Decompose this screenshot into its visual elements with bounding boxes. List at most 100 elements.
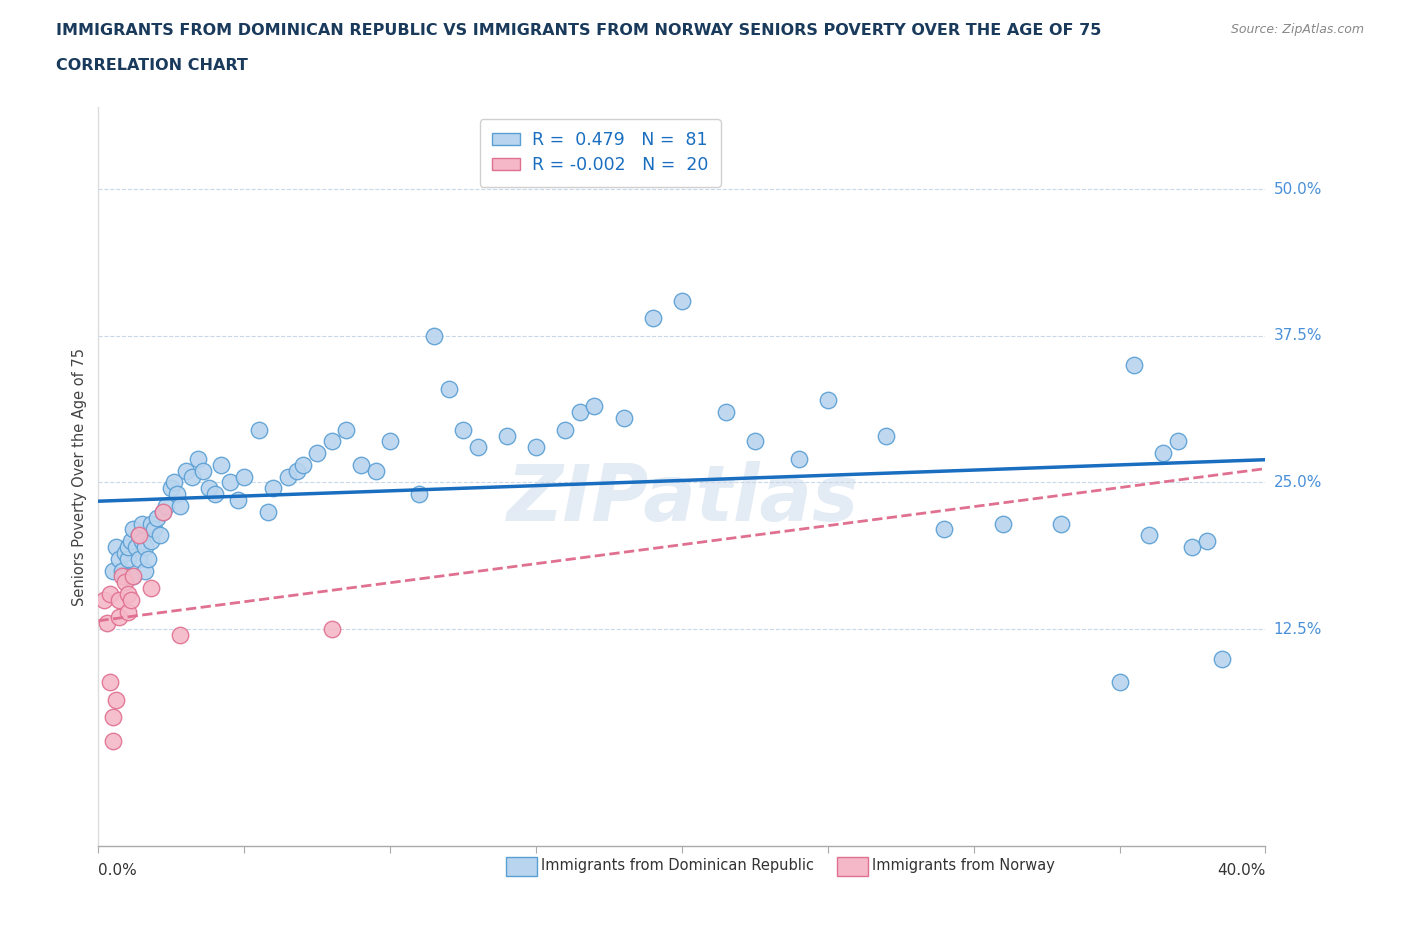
Point [93,592,115,607]
Point [117,539,139,554]
Point [671,293,693,308]
Point [554,422,576,437]
Point [256,504,278,519]
Point [111,569,134,584]
Point [714,405,737,419]
Point [134,563,156,578]
Point [209,458,232,472]
Point [101,563,124,578]
Point [1195,534,1218,549]
Point [583,399,606,414]
Point [128,551,150,566]
Point [568,405,591,419]
Point [98,587,121,602]
Point [139,534,162,549]
Point [787,452,810,467]
Point [524,440,547,455]
Point [233,469,256,484]
Point [321,622,343,637]
Point [152,504,174,519]
Text: IMMIGRANTS FROM DOMINICAN REPUBLIC VS IMMIGRANTS FROM NORWAY SENIORS POVERTY OVE: IMMIGRANTS FROM DOMINICAN REPUBLIC VS IM… [56,23,1102,38]
Point [122,569,145,584]
Text: CORRELATION CHART: CORRELATION CHART [56,58,247,73]
Y-axis label: Seniors Poverty Over the Age of 75: Seniors Poverty Over the Age of 75 [72,348,87,605]
Point [496,428,519,443]
Point [166,486,188,501]
Point [247,422,270,437]
Point [1181,539,1204,554]
Point [321,434,343,449]
Point [380,434,402,449]
Point [364,463,387,478]
Point [641,311,664,325]
Point [117,587,139,602]
Point [114,546,136,561]
Point [204,486,226,501]
Point [228,493,250,508]
Point [350,458,373,472]
Text: 37.5%: 37.5% [1274,328,1322,343]
Point [277,469,299,484]
Point [120,534,142,549]
Text: 0.0%: 0.0% [98,863,138,878]
Point [128,528,150,543]
Point [408,486,430,501]
Point [934,522,956,537]
Point [744,434,766,449]
Point [423,328,446,343]
Point [163,475,186,490]
Point [291,458,314,472]
Point [131,516,153,531]
Point [114,575,136,590]
Point [262,481,284,496]
Point [451,422,474,437]
Point [875,428,897,443]
Point [125,539,148,554]
Point [193,463,215,478]
Point [98,674,121,689]
Point [108,592,131,607]
Point [134,539,156,554]
Text: Immigrants from Dominican Republic: Immigrants from Dominican Republic [541,858,814,873]
Point [104,692,127,707]
Text: 12.5%: 12.5% [1274,621,1322,637]
Point [1137,528,1160,543]
Point [180,469,202,484]
Text: ZIPatlas: ZIPatlas [506,460,858,537]
Point [1211,651,1233,666]
Point [149,528,172,543]
Point [111,563,134,578]
Point [817,392,839,407]
Point [146,511,169,525]
Point [117,604,139,619]
Point [1108,674,1130,689]
Point [612,410,634,425]
Point [122,522,145,537]
Point [131,534,153,549]
Point [307,445,329,460]
Text: 50.0%: 50.0% [1274,181,1322,196]
Point [169,498,191,513]
Point [152,504,174,519]
Point [169,628,191,643]
Point [139,580,162,595]
Text: 25.0%: 25.0% [1274,475,1322,490]
Point [155,498,177,513]
Point [120,592,142,607]
Point [142,522,165,537]
Point [108,551,131,566]
Point [104,539,127,554]
Point [467,440,489,455]
Point [285,463,308,478]
Point [174,463,197,478]
Point [122,569,145,584]
Point [108,610,131,625]
Point [198,481,221,496]
Point [187,452,209,467]
Point [114,569,136,584]
Text: Immigrants from Norway: Immigrants from Norway [872,858,1054,873]
Point [160,481,183,496]
Point [96,616,118,631]
Point [1123,358,1146,373]
Point [218,475,240,490]
